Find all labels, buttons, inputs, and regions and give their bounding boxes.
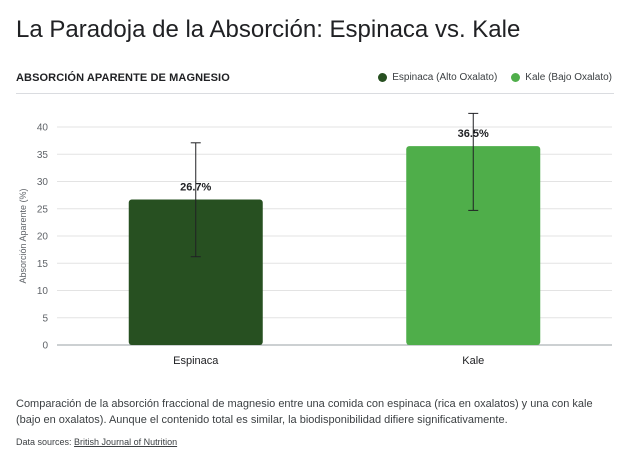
source-prefix: Data sources: — [16, 437, 72, 447]
data-label: 36.5% — [458, 128, 489, 140]
chart-description: Comparación de la absorción fraccional d… — [16, 398, 593, 426]
header-divider — [16, 93, 614, 94]
bar-kale — [406, 146, 541, 345]
legend-item-espinaca: Espinaca (Alto Oxalato) — [378, 72, 497, 83]
page-title: La Paradoja de la Absorción: Espinaca vs… — [16, 16, 521, 43]
y-tick-label: 20 — [37, 232, 49, 243]
y-tick-label: 0 — [42, 341, 48, 352]
chart-subtitle: ABSORCIÓN APARENTE DE MAGNESIO — [16, 72, 230, 84]
bar-chart: 0 5 10 15 20 25 30 35 40 Absorción Aparente (%) 26… — [18, 112, 612, 367]
legend-swatch-espinaca — [378, 73, 388, 82]
bar-espinaca — [128, 199, 263, 345]
legend-label-espinaca: Espinaca (Alto Oxalato) — [392, 72, 498, 83]
x-tick-label: Kale — [462, 355, 484, 367]
source-link[interactable]: British Journal of Nutrition — [74, 437, 178, 447]
chart-legend: Espinaca (Alto Oxalato) Kale (Bajo Oxala… — [378, 72, 612, 83]
y-tick-label: 40 — [37, 123, 49, 134]
y-tick-label: 35 — [37, 150, 49, 161]
legend-label-kale: Kale (Bajo Oxalato) — [525, 72, 612, 83]
legend-item-kale: Kale (Bajo Oxalato) — [511, 72, 612, 83]
y-tick-label: 15 — [37, 259, 49, 270]
y-axis-title: Absorción Aparente (%) — [18, 188, 28, 283]
y-tick-label: 5 — [42, 313, 48, 324]
y-tick-label: 30 — [37, 177, 49, 188]
data-label: 26.7% — [180, 181, 211, 193]
y-tick-label: 10 — [37, 286, 49, 297]
y-tick-label: 25 — [37, 204, 49, 215]
data-source: Data sources: British Journal of Nutriti… — [16, 437, 177, 447]
x-tick-label: Espinaca — [173, 355, 219, 367]
legend-swatch-kale — [511, 73, 521, 82]
